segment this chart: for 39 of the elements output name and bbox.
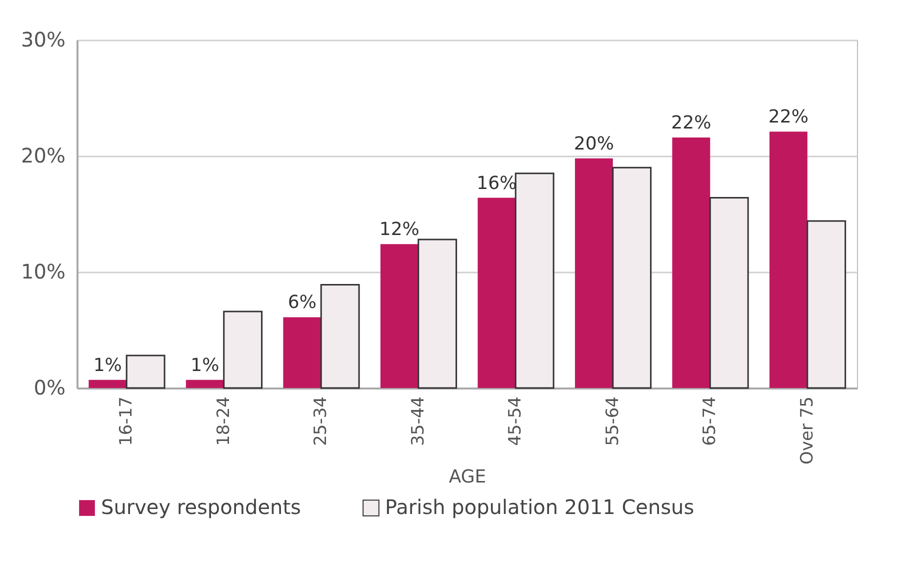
y-tick-label: 30% (21, 28, 66, 52)
x-tick-label: 55-64 (602, 396, 623, 446)
legend-label: Parish population 2011 Census (385, 495, 694, 519)
bar (418, 238, 458, 389)
data-label: 1% (93, 354, 122, 376)
bar (223, 310, 263, 389)
bar (769, 132, 808, 388)
data-label: 20% (574, 133, 614, 154)
bar (672, 137, 710, 388)
x-tick-label: 25-34 (311, 396, 332, 446)
data-label: 1% (190, 354, 220, 376)
data-label: 16% (476, 172, 517, 194)
bar (320, 284, 360, 389)
bar (88, 380, 127, 388)
x-tick-label: 18-24 (214, 396, 234, 446)
x-tick-label: 45-54 (506, 396, 526, 446)
x-tick-label: Over 75 (797, 396, 818, 464)
bar (478, 198, 516, 388)
bar (380, 244, 418, 388)
data-label: 6% (288, 292, 316, 314)
data-label: 22% (768, 106, 808, 128)
y-tick-label: 10% (21, 260, 66, 284)
y-tick-label: 20% (21, 144, 66, 168)
x-tick-label: 65-74 (700, 396, 720, 446)
x-tick-label: 35-44 (408, 396, 428, 446)
y-tick-label: 0% (34, 376, 66, 400)
data-label: 22% (671, 112, 712, 134)
legend-label: Survey respondents (101, 495, 301, 519)
bar (574, 158, 613, 388)
bar (126, 354, 166, 389)
bar (612, 166, 652, 389)
bar (514, 172, 554, 389)
bar (186, 380, 224, 388)
x-tick-label: 16-17 (116, 396, 137, 446)
bar (283, 317, 322, 388)
bar (709, 197, 749, 389)
data-label: 12% (379, 219, 420, 240)
bar (806, 220, 846, 389)
x-axis-title: AGE (448, 466, 486, 488)
